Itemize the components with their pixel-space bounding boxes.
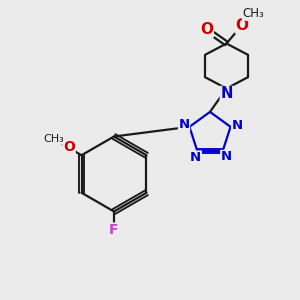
Text: N: N [232, 119, 243, 132]
Text: O: O [236, 18, 248, 33]
Text: N: N [221, 151, 232, 164]
Text: F: F [109, 223, 119, 237]
Text: N: N [178, 118, 190, 131]
Text: CH₃: CH₃ [43, 134, 64, 144]
Text: CH₃: CH₃ [242, 7, 264, 20]
Text: N: N [220, 86, 233, 101]
Text: N: N [190, 151, 201, 164]
Text: O: O [63, 140, 75, 154]
Text: O: O [200, 22, 213, 37]
